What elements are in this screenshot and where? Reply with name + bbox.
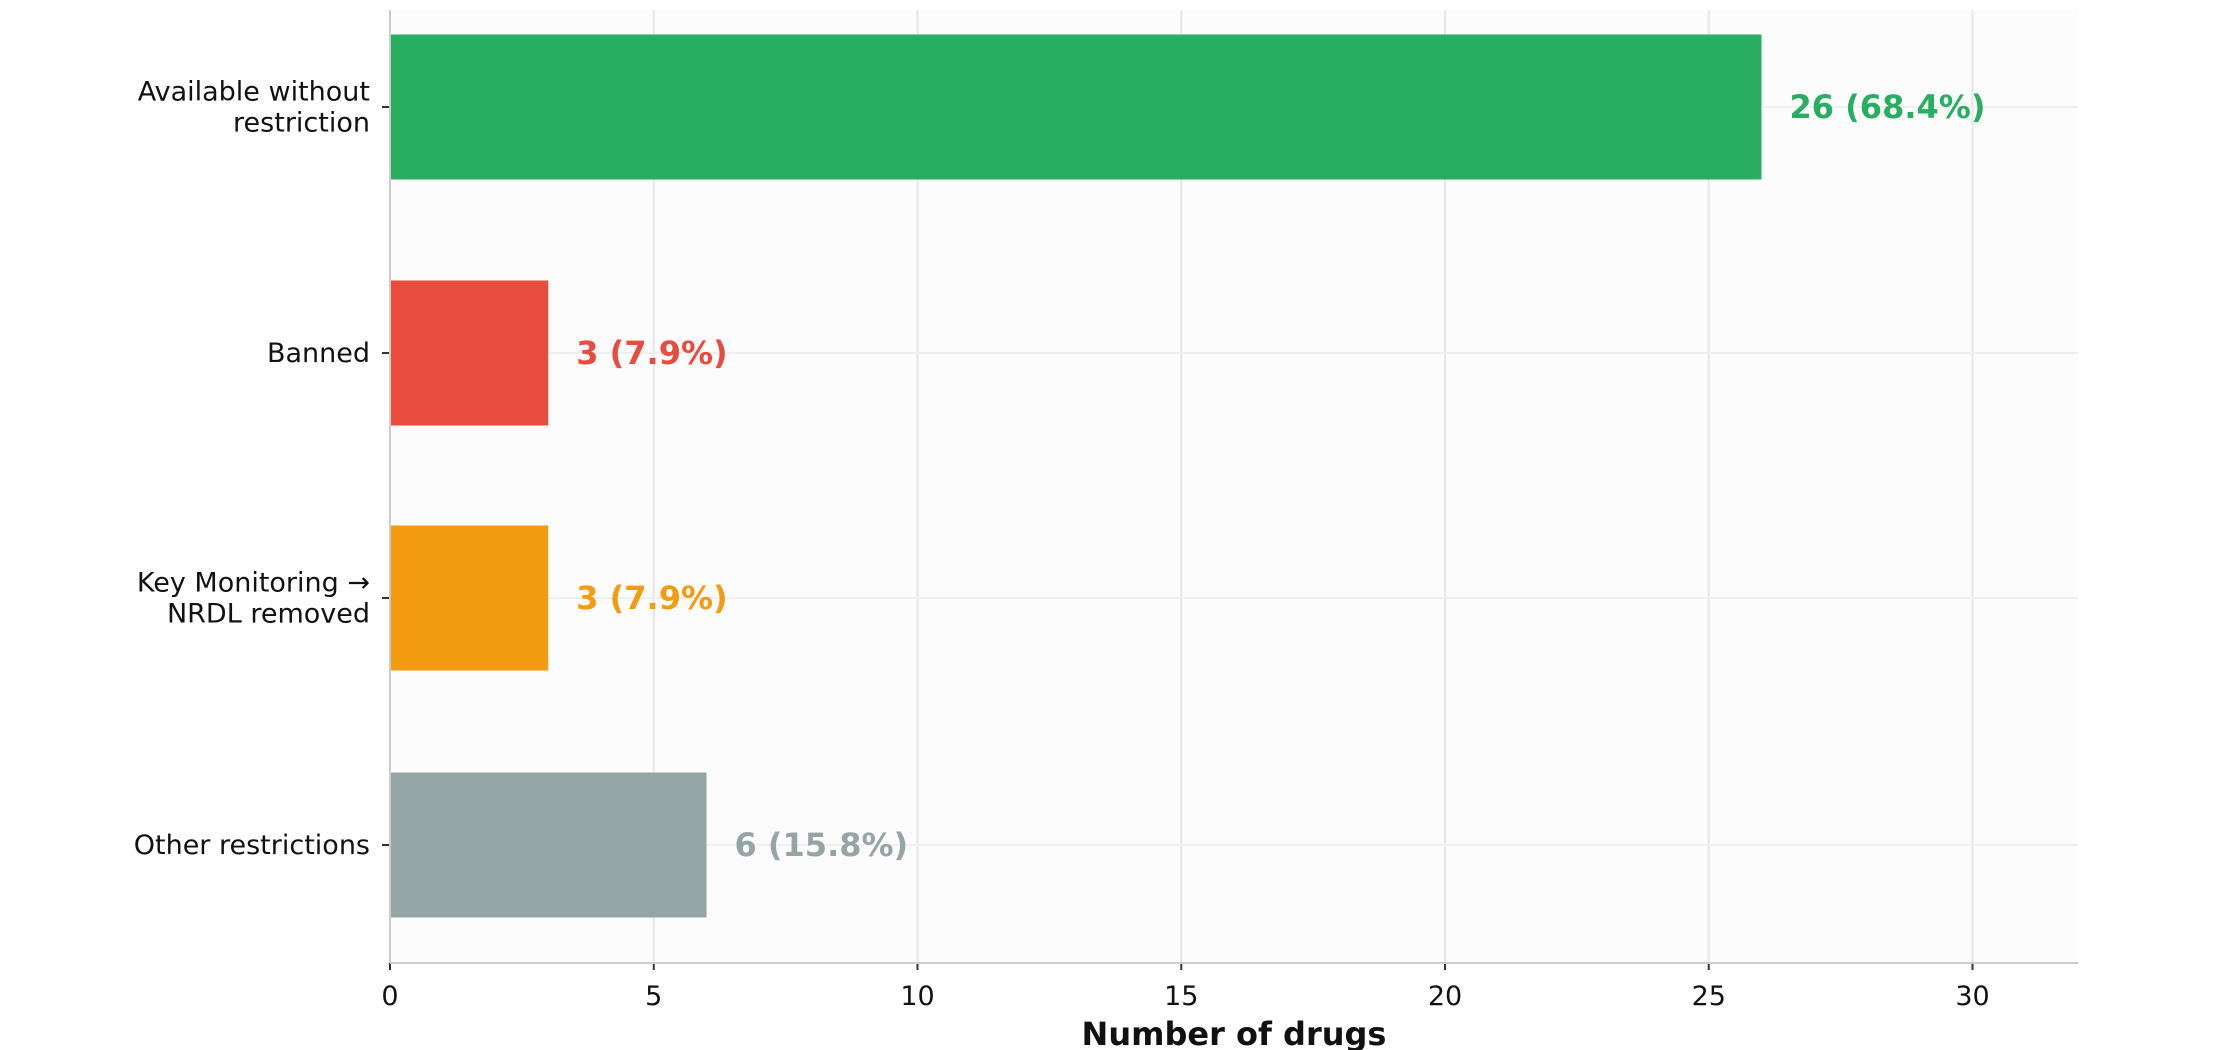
x-tick-label: 20	[1428, 981, 1462, 1012]
bar	[390, 525, 549, 671]
data-label: 3 (7.9%)	[576, 334, 727, 372]
x-tick-label: 5	[645, 981, 662, 1012]
x-tick-label: 10	[900, 981, 934, 1012]
bar	[390, 280, 549, 426]
bars	[390, 34, 1762, 918]
bar	[390, 772, 707, 918]
data-label: 3 (7.9%)	[576, 579, 727, 617]
bar	[390, 34, 1762, 180]
category-label: NRDL removed	[167, 599, 370, 630]
data-label: 26 (68.4%)	[1790, 88, 1986, 126]
x-axis-ticks: 0 5 10 15 20 25 30	[381, 963, 1990, 1012]
x-tick-label: 0	[381, 981, 398, 1012]
x-axis-title: Number of drugs	[1082, 1015, 1387, 1050]
data-labels: 26 (68.4%) 3 (7.9%) 3 (7.9%) 6 (15.8%)	[576, 88, 1985, 864]
category-label: Banned	[267, 338, 370, 369]
category-label: Key Monitoring →	[137, 568, 370, 599]
x-tick-label: 15	[1164, 981, 1198, 1012]
category-label: Other restrictions	[134, 830, 370, 861]
x-tick-label: 30	[1955, 981, 1989, 1012]
category-label: restriction	[233, 108, 370, 139]
data-label: 6 (15.8%)	[735, 826, 909, 864]
category-label: Available without	[138, 77, 370, 108]
x-tick-label: 25	[1692, 981, 1726, 1012]
